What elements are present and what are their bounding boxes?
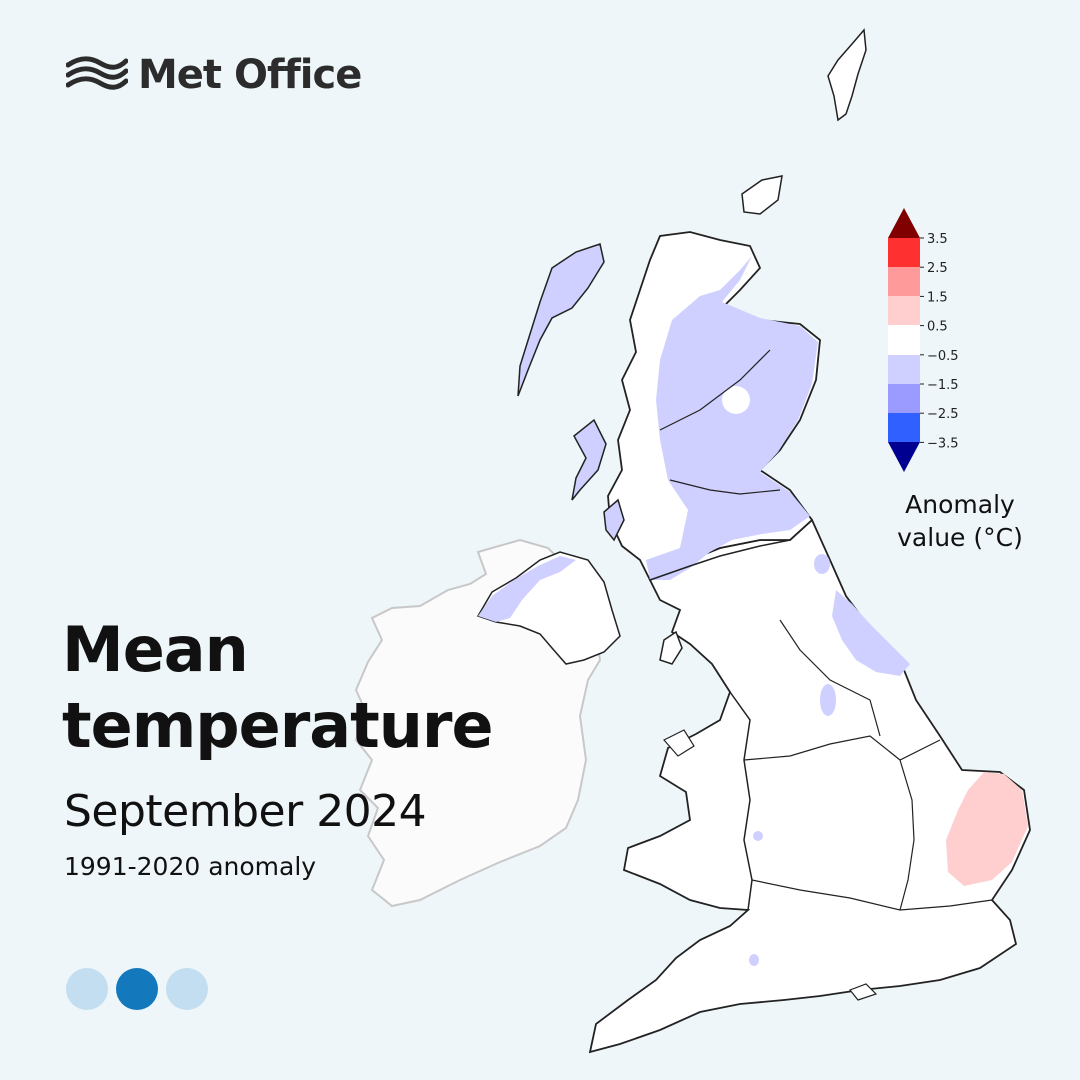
shetland — [827, 28, 867, 122]
somerset-cool-spot — [749, 954, 759, 966]
orkney — [741, 175, 783, 215]
colour-bar-tick-label: −1.5 — [927, 378, 959, 393]
carousel-pagination — [66, 968, 208, 1010]
inner-hebrides — [571, 418, 607, 501]
met-office-waves-icon — [66, 56, 128, 90]
met-office-logo: Met Office — [66, 52, 362, 98]
north-boundary — [779, 619, 881, 737]
outer-hebrides — [517, 243, 605, 397]
highland-boundary — [659, 349, 771, 431]
isle-of-wight — [849, 983, 878, 1001]
colour-bar-top-cap — [888, 208, 920, 238]
colour-bar-tick-label: −2.5 — [927, 407, 959, 422]
scotland-england-border — [649, 519, 813, 581]
east-boundary — [899, 759, 915, 911]
caption: 1991-2020 anomaly — [64, 852, 317, 881]
pagination-dot[interactable] — [166, 968, 208, 1010]
colour-bar-bottom-cap — [888, 442, 920, 472]
south-boundary — [751, 879, 993, 911]
midlands-boundary — [743, 735, 941, 761]
ne-england-cool-area — [832, 590, 910, 676]
legend-label-line1: Anomaly — [905, 490, 1015, 519]
colour-bar-tick-label: −0.5 — [927, 349, 959, 364]
colour-bar-tick-label: 2.5 — [927, 261, 948, 276]
central-boundary — [669, 479, 781, 495]
isle-of-man — [659, 630, 683, 665]
page-title: Mean temperature — [62, 612, 494, 764]
cairngorms-white-spot — [722, 386, 750, 414]
yorkshire-cool-spot — [814, 554, 830, 574]
colour-bar-tick-label: 1.5 — [927, 290, 948, 305]
colour-bar-band-neutral — [888, 325, 920, 355]
brand-name: Met Office — [138, 52, 362, 98]
northern-ireland — [476, 551, 621, 665]
wales-cool-spot — [753, 831, 763, 841]
ni-cool-area — [478, 556, 576, 622]
colour-bar-tick-label: −3.5 — [927, 436, 959, 451]
colour-bar-band-2-5-to-3-5 — [888, 238, 920, 267]
colour-bar-tick-label: 0.5 — [927, 320, 948, 335]
legend-label: Anomaly value (°C) — [872, 488, 1048, 554]
england-wales — [588, 518, 1031, 1054]
legend-label-line2: value (°C) — [897, 523, 1023, 552]
title-line1: Mean — [62, 613, 249, 686]
pennines-cool-spot — [820, 684, 836, 716]
title-line2: temperature — [62, 689, 494, 762]
subtitle: September 2024 — [64, 786, 427, 837]
anglesey — [663, 729, 695, 757]
scotland-cool-area — [646, 256, 818, 580]
pagination-dot[interactable] — [66, 968, 108, 1010]
colour-bar-band-minus-3-5-to-minus-2-5 — [888, 413, 920, 442]
pagination-dot-active[interactable] — [116, 968, 158, 1010]
colour-bar-band-1-5-to-2-5 — [888, 267, 920, 296]
colour-bar-band-0-5-to-1-5 — [888, 296, 920, 325]
east-anglia-warm-area — [946, 772, 1028, 886]
colour-bar-tick-label: 3.5 — [927, 232, 948, 247]
anomaly-colour-bar: 3.5 2.5 1.5 0.5 −0.5 −1.5 −2.5 −3.5 — [888, 208, 959, 472]
islay-jura — [603, 498, 625, 542]
colour-bar-band-minus-1-5-to-minus-0-5 — [888, 355, 920, 384]
colour-bar-band-minus-2-5-to-minus-1-5 — [888, 384, 920, 413]
